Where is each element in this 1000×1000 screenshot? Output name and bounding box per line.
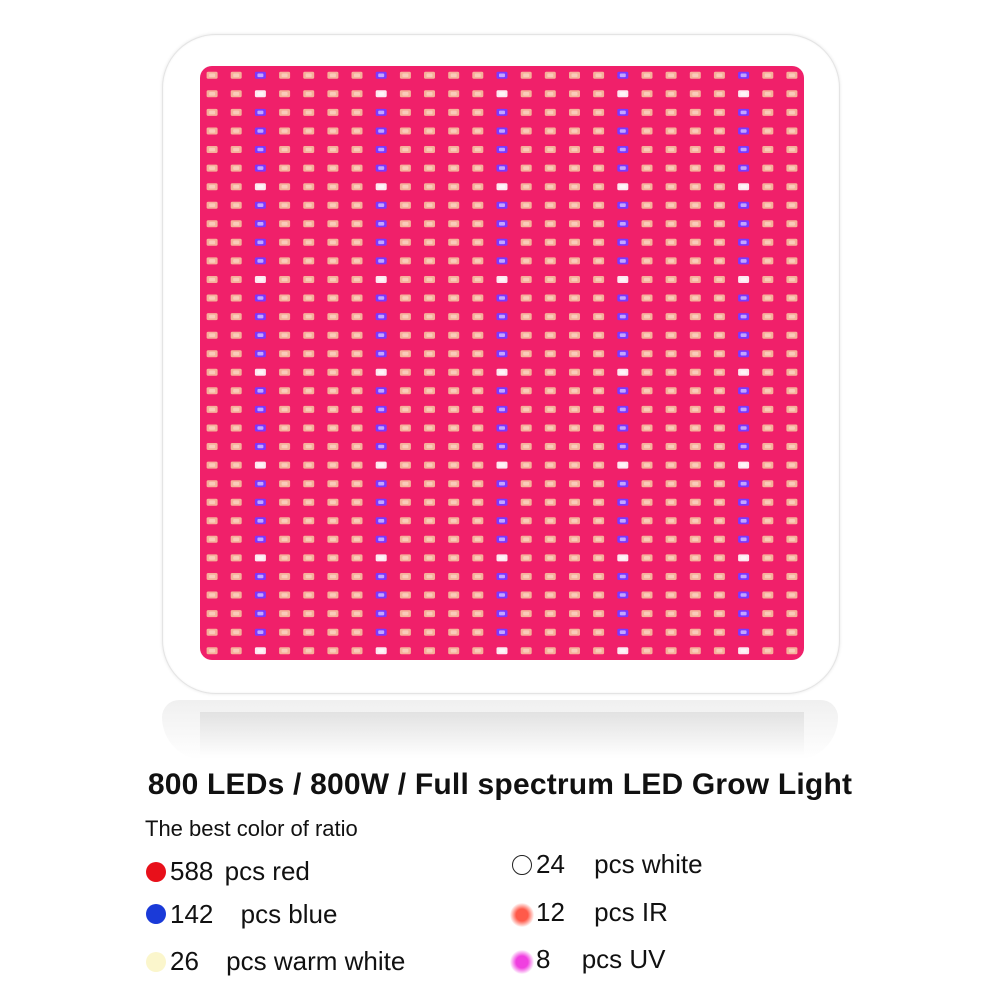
- spec-count: 588: [170, 856, 214, 886]
- product-headline: 800 LEDs / 800W / Full spectrum LED Grow…: [147, 768, 853, 801]
- uv-dot-icon: [510, 950, 534, 974]
- spec-label: pcs red: [224, 856, 310, 886]
- warm-white-dot-icon: [146, 952, 166, 972]
- spec-blue: 142 pcs blue: [170, 899, 337, 929]
- spec-warm-white: 26 pcs warm white: [170, 946, 405, 976]
- spec-ir: 12 pcs IR: [536, 897, 668, 927]
- spec-label: pcs white: [594, 849, 703, 879]
- spec-white: 24 pcs white: [536, 849, 703, 879]
- spec-label: pcs IR: [594, 897, 668, 927]
- blue-dot-icon: [146, 904, 166, 924]
- white-dot-icon: [512, 855, 532, 875]
- led-board-background: [200, 66, 804, 660]
- spec-count: 142: [170, 899, 214, 929]
- spec-uv: 8 pcs UV: [536, 944, 666, 974]
- spec-count: 26: [170, 946, 199, 976]
- spec-label: pcs blue: [240, 899, 338, 929]
- ir-dot-icon: [510, 903, 534, 927]
- spec-count: 24: [536, 849, 565, 879]
- red-dot-icon: [146, 862, 166, 882]
- spec-count: 12: [536, 897, 565, 927]
- spec-label: pcs UV: [581, 944, 666, 974]
- led-panel-image: [200, 66, 804, 660]
- panel-reflection: [162, 700, 838, 760]
- color-ratio-subtitle: The best color of ratio: [145, 816, 358, 841]
- spec-red: 588 pcs red: [170, 856, 310, 886]
- spec-count: 8: [536, 944, 551, 974]
- spec-label: pcs warm white: [226, 946, 406, 976]
- led-chip-grid: [206, 71, 798, 655]
- panel-reflection-inner: [200, 712, 804, 756]
